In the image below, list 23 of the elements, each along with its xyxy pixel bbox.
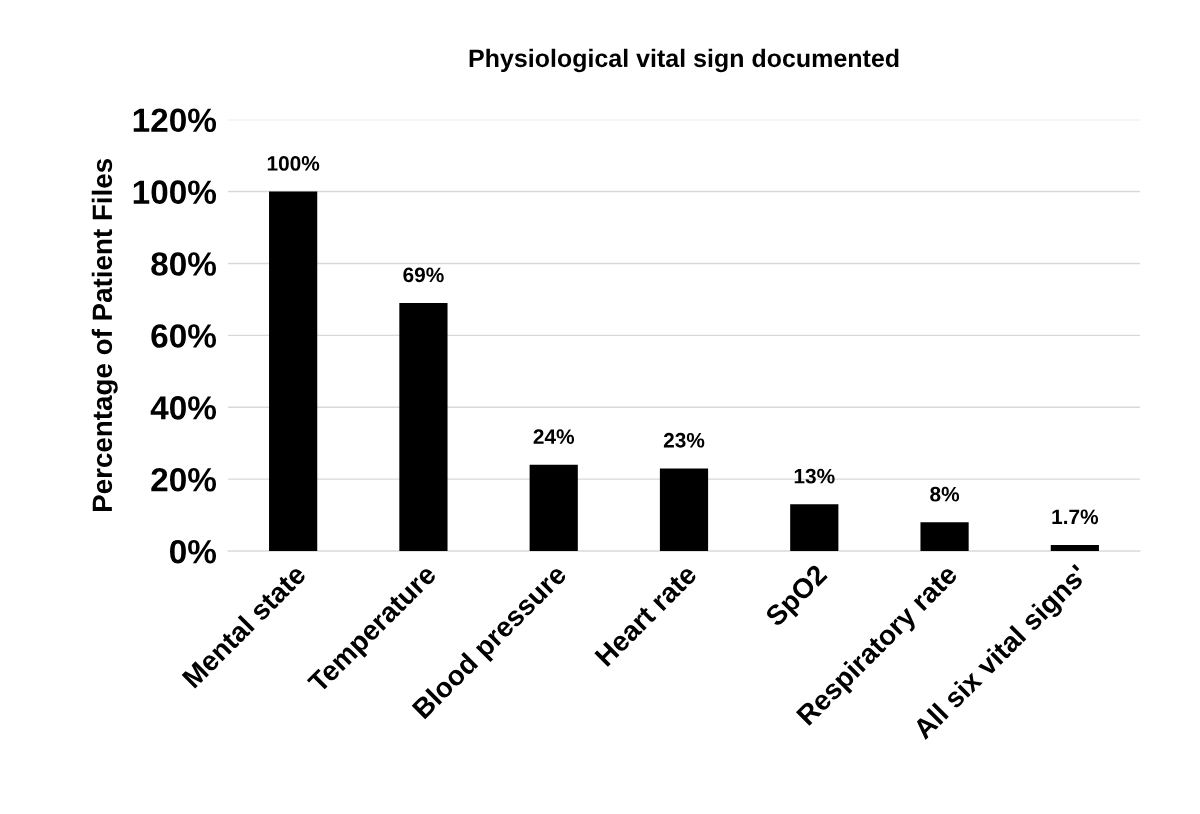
bar [1050,544,1099,552]
bar [269,191,318,552]
bar [529,464,578,552]
data-label: 1.7% [1052,509,1099,525]
data-label: 8% [930,486,960,502]
data-label: 69% [403,267,444,283]
data-label: 100% [267,156,320,171]
y-tick-label: 20% [151,467,217,492]
data-label: 13% [794,468,835,484]
y-tick-label: 80% [151,252,217,276]
y-tick-label: 0% [170,539,217,564]
bar [659,468,709,552]
y-tick-label: 40% [150,396,217,420]
bar [399,303,448,552]
bar [920,522,969,552]
y-tick-label: 100% [133,180,217,204]
data-label: 24% [533,429,575,444]
y-tick-label: 120% [133,108,217,133]
chart-title: Physiological vital sign documented [469,48,899,73]
data-label: 23% [663,432,705,448]
y-tick-label: 60% [151,324,217,348]
bar [790,504,839,552]
y-axis-title: Percentage of Patient Files [91,158,118,512]
